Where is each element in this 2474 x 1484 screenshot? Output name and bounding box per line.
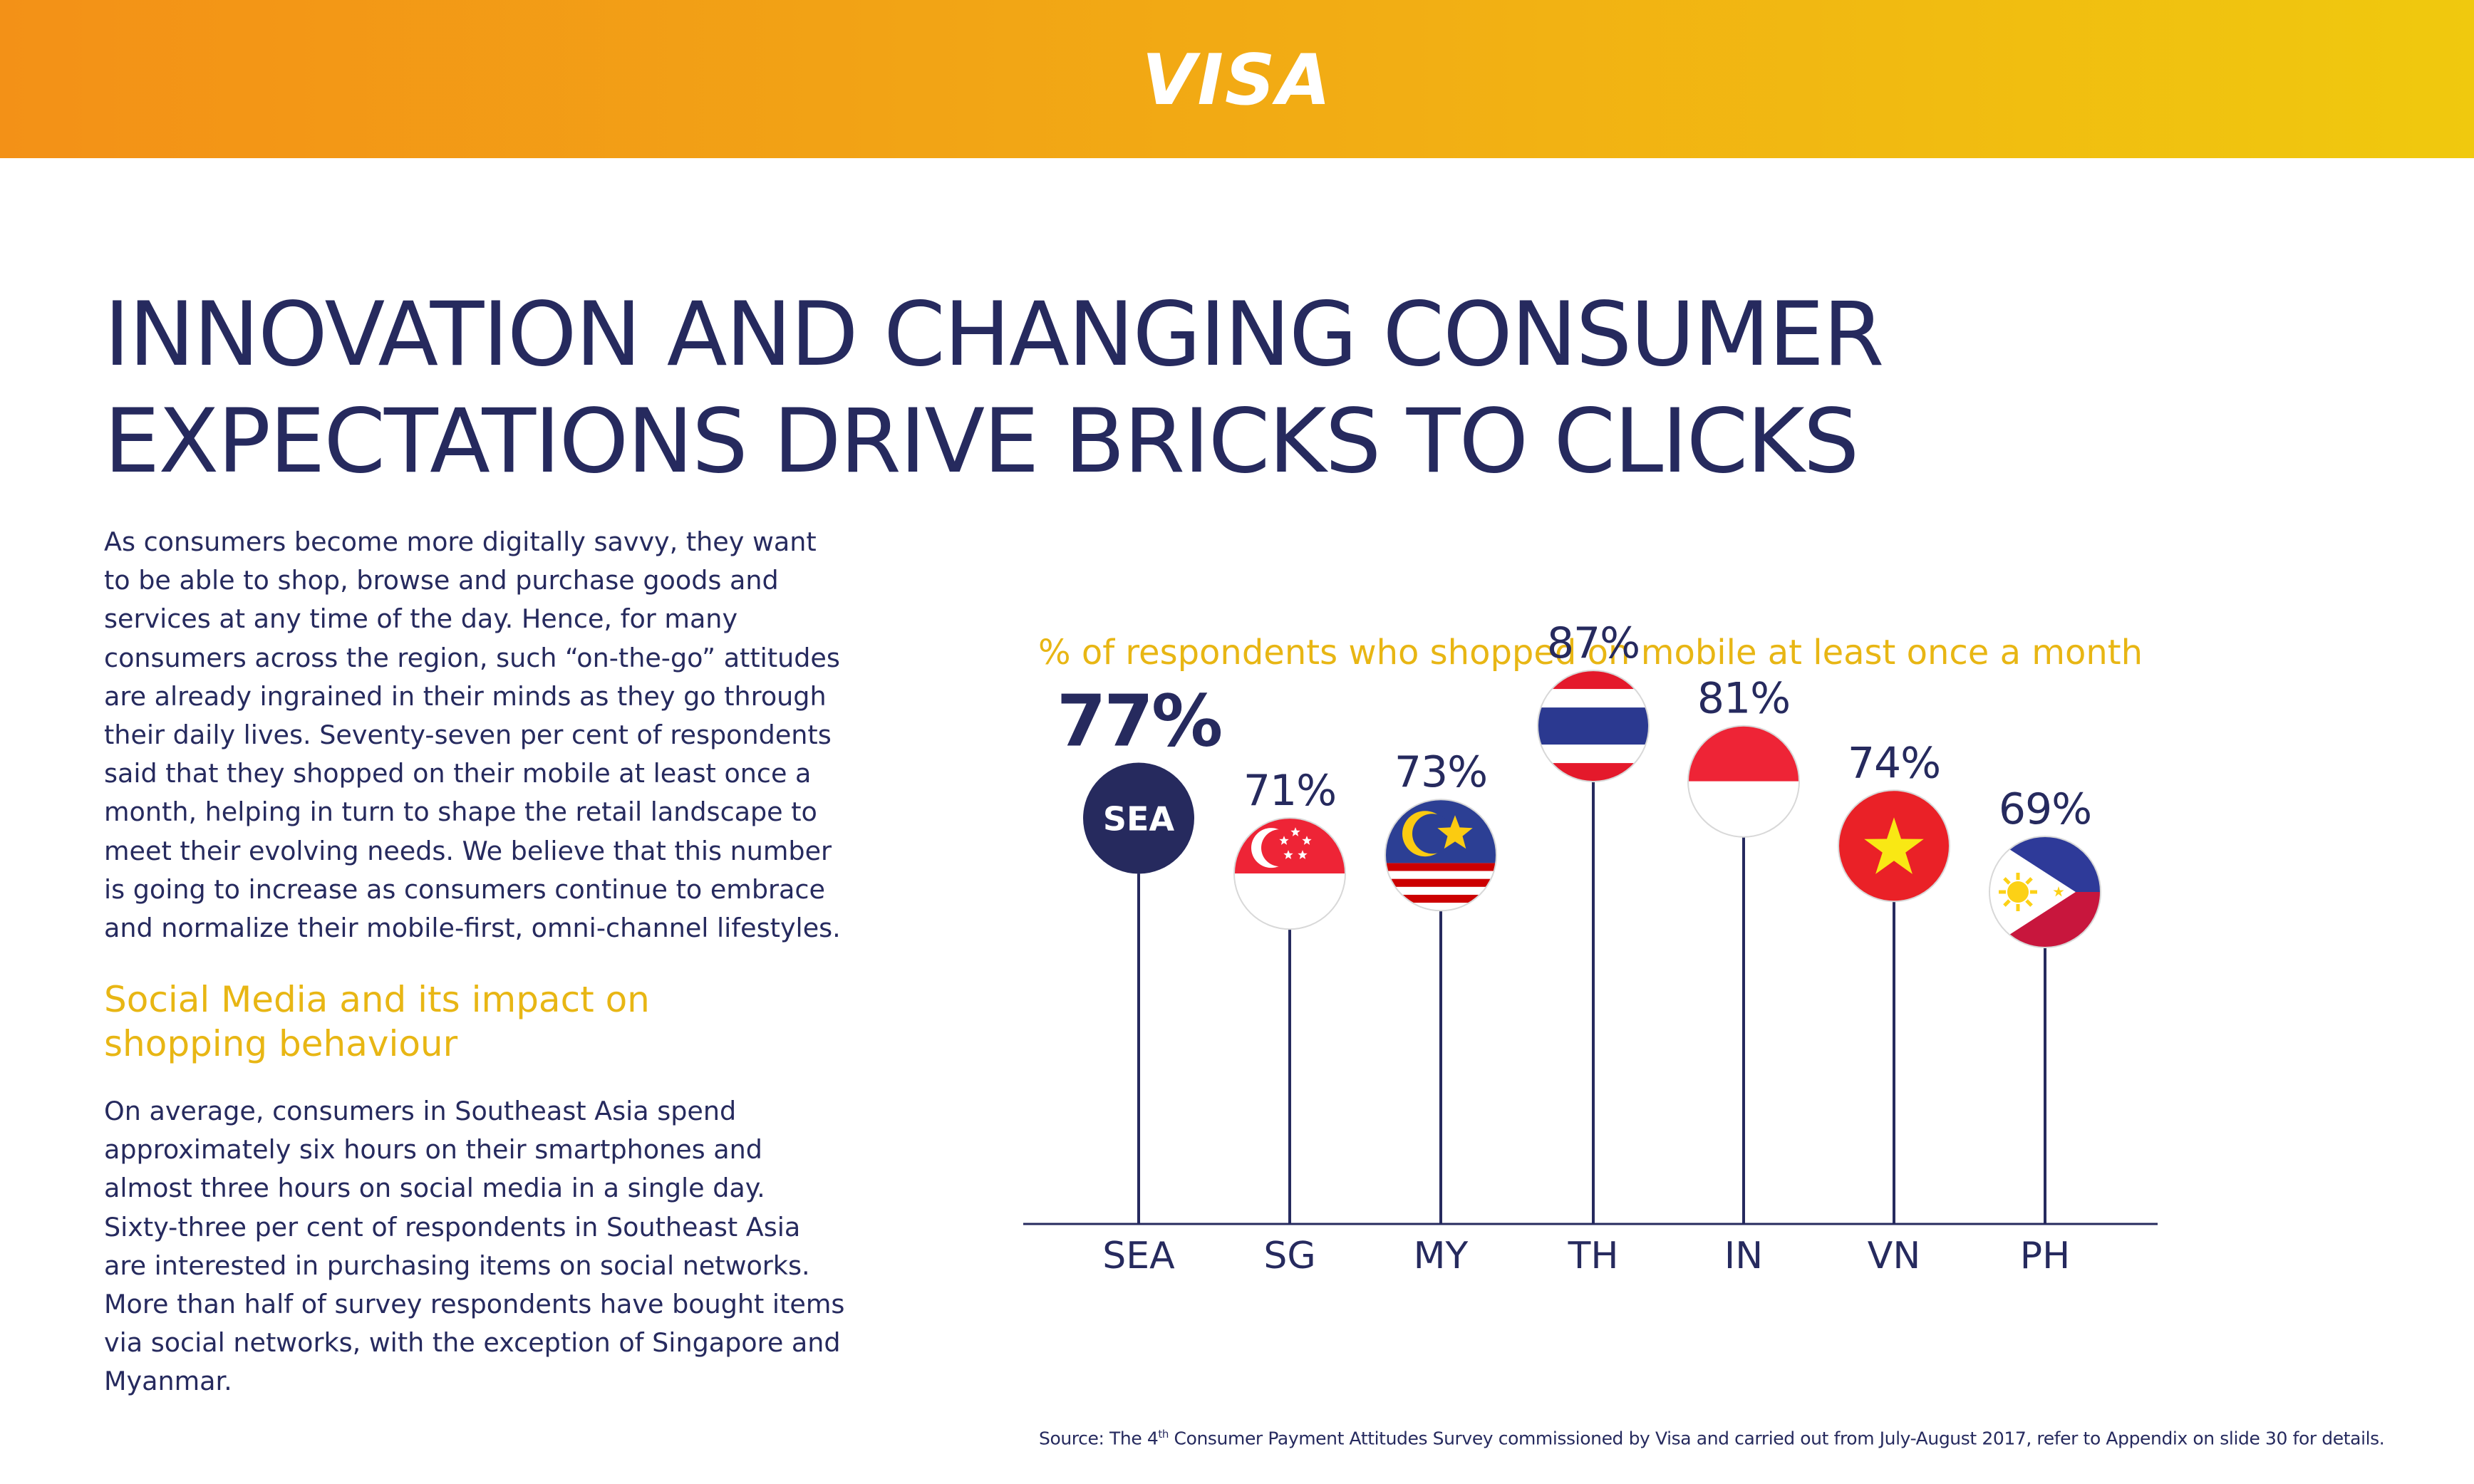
marker-outline	[1384, 799, 1497, 912]
flag-stripe	[1385, 871, 1496, 880]
flag-red-band	[1688, 725, 1799, 782]
value-label-sg: 71%	[1243, 766, 1336, 816]
category-label-in: IN	[1724, 1235, 1763, 1277]
flag-star	[1302, 836, 1312, 845]
marker-outline	[1838, 789, 1950, 903]
flag-star	[1298, 850, 1308, 859]
flag-star	[1279, 836, 1289, 845]
flag-crescent-inner	[1412, 814, 1452, 854]
chart-title: % of respondents who shopped on mobile a…	[1038, 633, 2143, 673]
value-label-sea: 77%	[1057, 679, 1221, 762]
header-banner: VISA	[0, 0, 2474, 158]
page-title: INNOVATION AND CHANGING CONSUMER EXPECTA…	[104, 284, 1884, 493]
section-heading: Social Media and its impact on shopping …	[104, 979, 650, 1064]
value-label-vn: 74%	[1848, 738, 1940, 788]
marker-outline	[1989, 836, 2101, 948]
flag-white-band	[1688, 781, 1799, 837]
indonesia-flag-icon	[1687, 725, 1800, 838]
flag-stripe	[1385, 886, 1496, 896]
singapore-flag-icon	[1233, 817, 1346, 930]
marker-outline	[1537, 670, 1650, 783]
flag-sun	[2007, 881, 2029, 903]
flag-sun	[1437, 815, 1473, 849]
flag-crescent-inner	[1261, 829, 1298, 867]
vietnam-flag-icon	[1838, 789, 1950, 903]
source-footnote: Source: The 4th Consumer Payment Attitud…	[1039, 1422, 2450, 1451]
value-label-my: 73%	[1394, 747, 1487, 797]
social-media-paragraph: On average, consumers in Southeast Asia …	[104, 1096, 845, 1397]
category-label-ph: PH	[2020, 1235, 2070, 1277]
marker-outline	[1233, 817, 1346, 930]
flag-stripe	[1385, 863, 1496, 872]
flag-sun-ray	[2025, 899, 2033, 907]
source-superscript: th	[1158, 1428, 1169, 1441]
flag-white-band	[1234, 873, 1345, 930]
flag-band	[1538, 707, 1649, 745]
flag-stripe	[1385, 878, 1496, 888]
category-label-th: TH	[1568, 1235, 1619, 1277]
category-label-vn: VN	[1868, 1235, 1920, 1277]
thailand-flag-icon	[1537, 670, 1650, 783]
philippines-flag-icon	[1989, 836, 2101, 948]
marker-outline	[1687, 725, 1800, 838]
flag-sun-ray	[2025, 877, 2033, 885]
flag-stripe	[1385, 894, 1496, 903]
flag-star	[1290, 827, 1300, 836]
value-label-in: 81%	[1697, 674, 1790, 724]
flag-stripe	[1385, 903, 1496, 911]
category-label-sea: SEA	[1102, 1235, 1175, 1277]
category-label-sg: SG	[1263, 1235, 1315, 1277]
source-suffix: Consumer Payment Attitudes Survey commis…	[1168, 1428, 2385, 1449]
marker-sea	[1083, 762, 1194, 874]
source-prefix: Source: The 4	[1039, 1428, 1159, 1449]
value-label-ph: 69%	[1999, 784, 2091, 834]
flag-star	[2053, 886, 2064, 897]
flag-sun-ray	[2003, 899, 2011, 907]
flag-band	[1538, 744, 1649, 764]
vietnam-flag-clip	[1838, 790, 1950, 902]
malaysia-flag-icon	[1384, 799, 1497, 912]
visa-logo: VISA	[1142, 40, 1332, 121]
marker-label-sea: SEA	[1103, 799, 1175, 838]
flag-star	[1283, 850, 1293, 859]
value-label-th: 87%	[1547, 618, 1640, 668]
flag-band	[1538, 689, 1649, 708]
intro-paragraph: As consumers become more digitally savvy…	[104, 526, 841, 944]
category-label-my: MY	[1414, 1235, 1469, 1277]
flag-star	[1864, 817, 1924, 874]
flag-sun-ray	[2003, 877, 2011, 885]
